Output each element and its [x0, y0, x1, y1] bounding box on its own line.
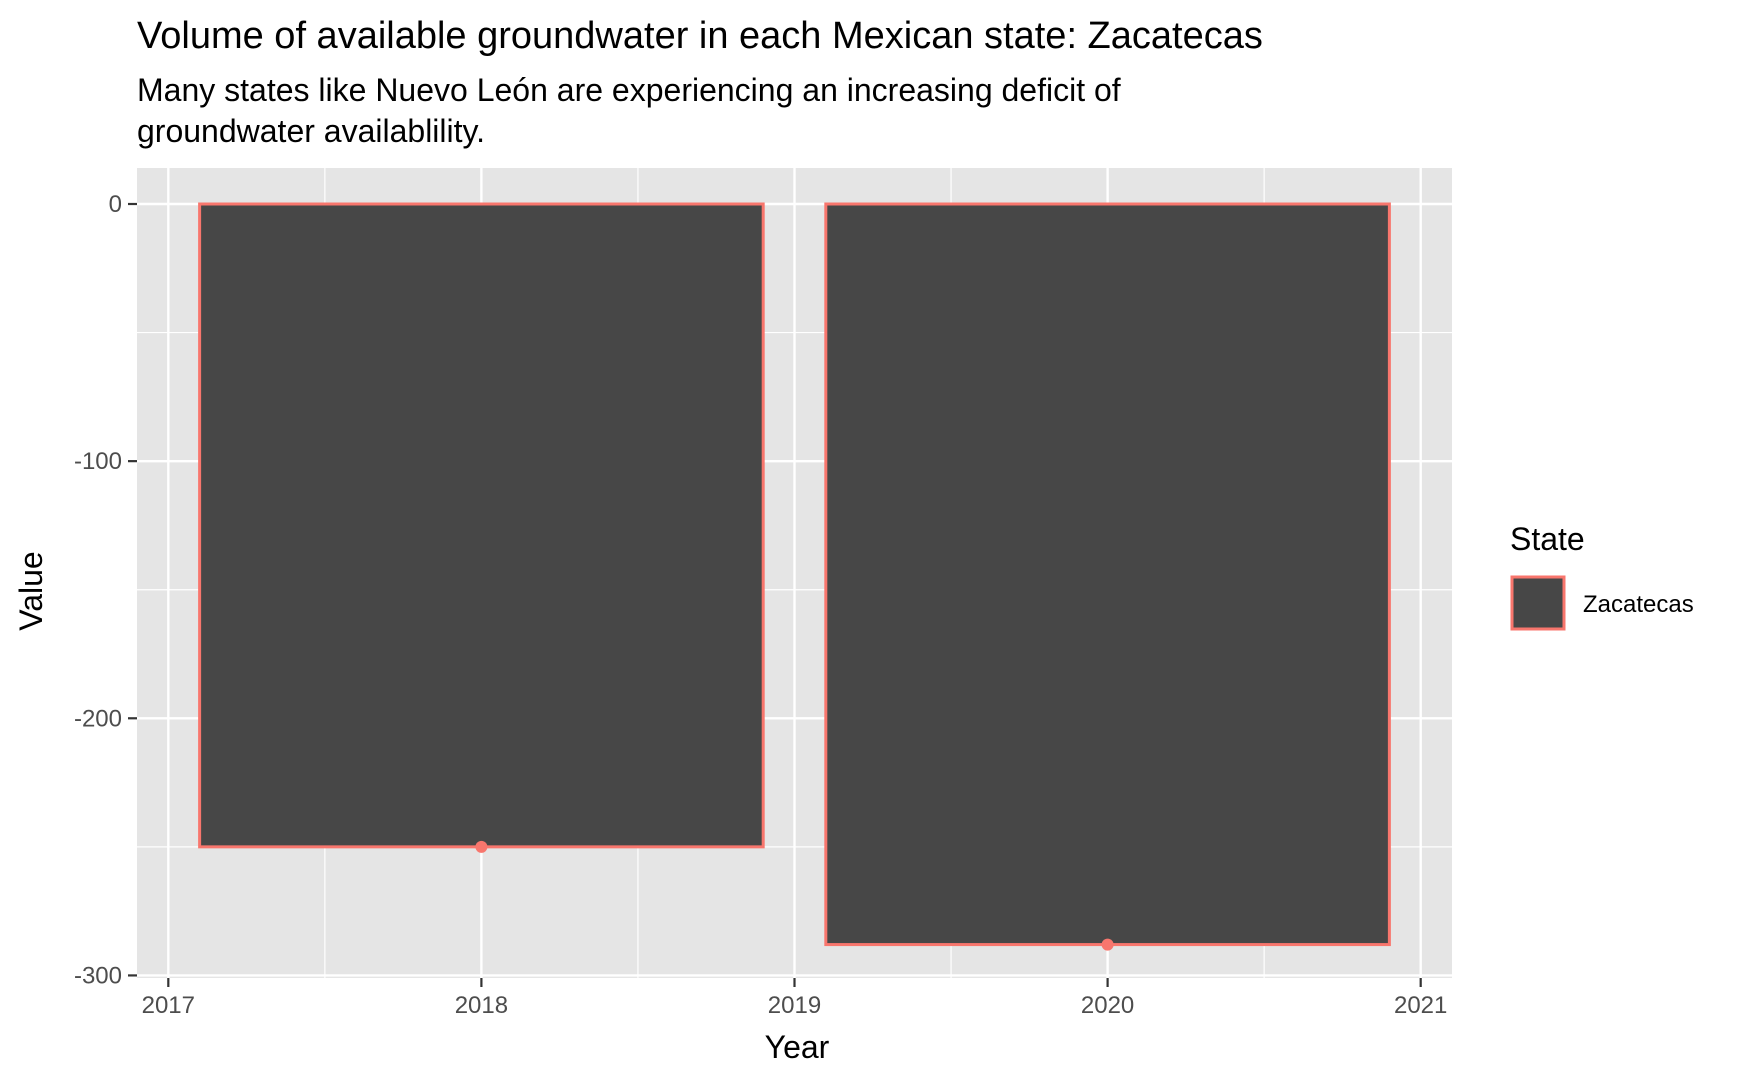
bar-2020 — [824, 202, 1391, 947]
y-tick-label: 0 — [109, 191, 122, 218]
y-tick-label: -200 — [74, 705, 122, 732]
legend: State Zacatecas — [1510, 521, 1694, 631]
x-tick-label: 2020 — [1081, 992, 1134, 1019]
point-2020 — [1101, 938, 1114, 951]
plot-panel — [137, 168, 1452, 978]
x-tick-label: 2017 — [142, 992, 195, 1019]
x-tick-label: 2019 — [768, 992, 821, 1019]
chart-title: Volume of available groundwater in each … — [137, 15, 1263, 57]
y-axis: 0 -100 -200 -300 — [74, 191, 137, 989]
y-axis-title: Value — [13, 551, 49, 630]
bar-2018 — [198, 202, 765, 849]
y-tick-label: -300 — [74, 962, 122, 989]
y-tick-label: -100 — [74, 448, 122, 475]
legend-label-zacatecas: Zacatecas — [1583, 591, 1694, 618]
legend-key-zacatecas — [1510, 575, 1566, 631]
x-tick-label: 2018 — [455, 992, 508, 1019]
chart-subtitle-line-2: groundwater availablility. — [137, 113, 485, 149]
x-axis: 2017 2018 2019 2020 2021 — [142, 978, 1447, 1019]
legend-title: State — [1510, 521, 1585, 557]
x-axis-title: Year — [765, 1029, 830, 1065]
chart-subtitle-line-1: Many states like Nuevo León are experien… — [137, 72, 1121, 108]
point-2018 — [475, 840, 488, 853]
x-tick-label: 2021 — [1394, 992, 1447, 1019]
